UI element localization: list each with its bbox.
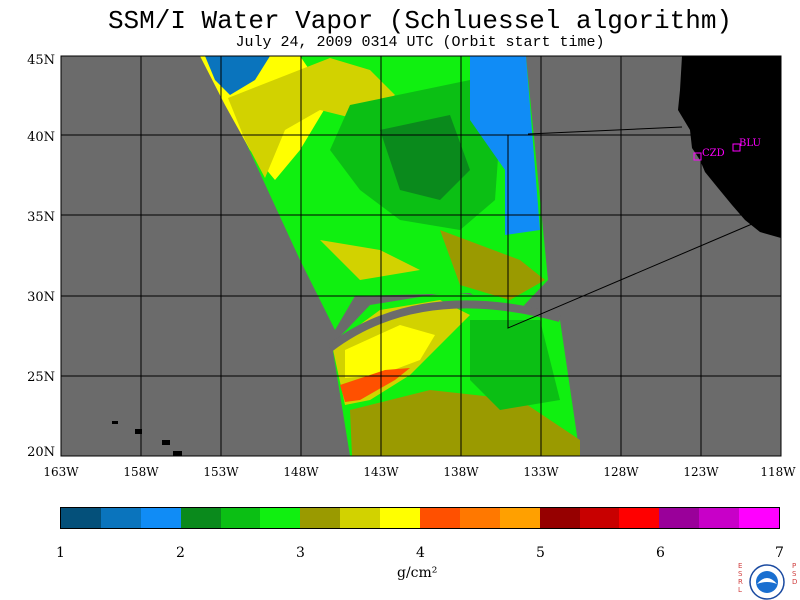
svg-text:D: D xyxy=(792,578,797,586)
colorbar-swatch xyxy=(739,508,780,528)
lon-label: 133W xyxy=(523,465,559,479)
california-land xyxy=(678,56,781,238)
colorbar-tick-label: 4 xyxy=(416,545,425,561)
map-title: SSM/I Water Vapor (Schluessel algorithm) xyxy=(107,6,733,36)
colorbar-swatch xyxy=(260,508,301,528)
colorbar-swatch xyxy=(100,508,141,528)
svg-text:S: S xyxy=(738,570,743,578)
svg-text:L: L xyxy=(738,586,742,594)
lon-label: 118W xyxy=(760,465,796,479)
hawaii-islands xyxy=(112,421,182,456)
colorbar-swatch xyxy=(499,508,540,528)
colorbar-swatch xyxy=(340,508,381,528)
colorbar-swatch xyxy=(380,508,421,528)
lat-label: 25N xyxy=(27,370,55,385)
lon-label: 143W xyxy=(363,465,399,479)
colorbar-tick-label: 2 xyxy=(176,545,185,561)
colorbar-swatch xyxy=(659,508,700,528)
lon-label: 158W xyxy=(123,465,159,479)
lat-label: 20N xyxy=(27,445,55,460)
svg-text:P: P xyxy=(792,562,796,570)
colorbar-swatch xyxy=(699,508,740,528)
svg-text:S: S xyxy=(792,570,797,578)
lat-lon-grid xyxy=(61,56,781,456)
colorbar-swatch xyxy=(180,508,221,528)
lat-label: 30N xyxy=(27,290,55,305)
svg-text:E: E xyxy=(738,562,742,570)
lon-label: 163W xyxy=(43,465,79,479)
lat-label: 40N xyxy=(27,130,55,145)
colorbar-tick-label: 6 xyxy=(656,545,665,561)
colorbar-swatch xyxy=(420,508,460,528)
colorbar-swatch xyxy=(619,508,660,528)
map-frame xyxy=(60,55,782,457)
station-czd-marker xyxy=(693,152,702,161)
colorbar-tick-label: 3 xyxy=(296,545,305,561)
station-markers xyxy=(693,143,741,161)
colorbar-tick-label: 5 xyxy=(536,545,545,561)
lon-label: 138W xyxy=(443,465,479,479)
colorbar-swatch xyxy=(579,508,620,528)
lon-label: 148W xyxy=(283,465,319,479)
lon-label: 153W xyxy=(203,465,239,479)
colorbar-swatch xyxy=(300,508,341,528)
colorbar-swatch xyxy=(220,508,261,528)
svg-text:R: R xyxy=(738,578,743,586)
colorbar xyxy=(60,507,780,529)
map-subtitle: July 24, 2009 0314 UTC (Orbit start time… xyxy=(235,34,605,51)
colorbar-unit-label: g/cm² xyxy=(397,565,438,581)
lat-label: 45N xyxy=(27,53,55,68)
lon-label: 123W xyxy=(683,465,719,479)
colorbar-swatch xyxy=(539,508,580,528)
colorbar-tick-label: 7 xyxy=(775,545,784,561)
colorbar-swatch xyxy=(140,508,181,528)
colorbar-swatch xyxy=(459,508,500,528)
lon-label: 128W xyxy=(603,465,639,479)
station-blu-marker xyxy=(732,143,741,152)
track-lines xyxy=(507,126,753,329)
lat-label: 35N xyxy=(27,210,55,225)
colorbar-swatch xyxy=(61,508,101,528)
colorbar-tick-label: 1 xyxy=(56,545,65,561)
station-czd-label: CZD xyxy=(702,148,725,159)
water-vapor-map: CZD BLU 45N 40N 35N 30N 25N 20N 163W 158… xyxy=(27,53,796,479)
station-blu-label: BLU xyxy=(739,138,761,149)
